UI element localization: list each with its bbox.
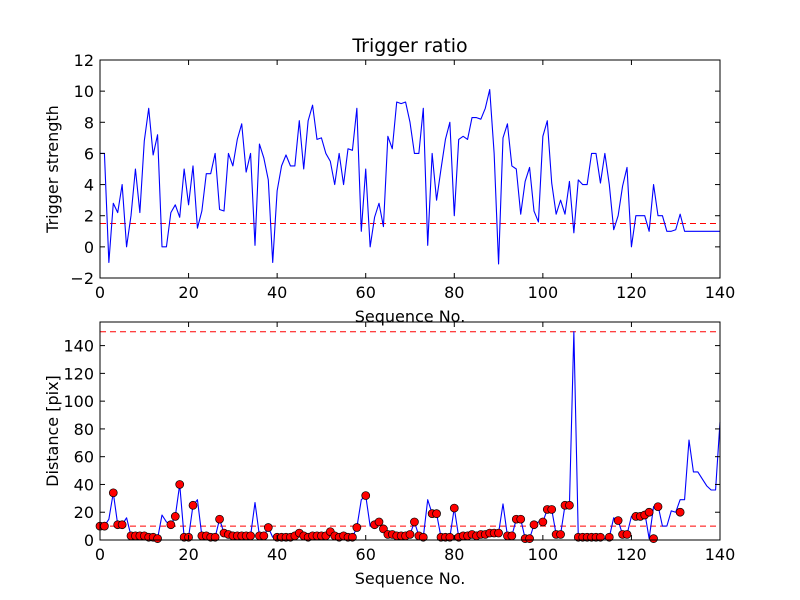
- y-tick-label: 4: [84, 176, 94, 195]
- data-point-marker: [613, 516, 623, 525]
- x-tick-label: 60: [356, 545, 376, 564]
- y-tick-label: 0: [84, 531, 94, 550]
- x-tick-label: 140: [705, 545, 736, 564]
- data-point-marker: [100, 521, 109, 531]
- data-point-marker: [405, 530, 415, 539]
- data-point-marker: [547, 505, 557, 514]
- data-point-marker: [604, 532, 614, 542]
- series-line-0: [100, 89, 720, 265]
- data-point-marker: [348, 532, 357, 542]
- distance-chart: 0 20 40 60 80 100 120 140 0 20 40 60 80 100 120 140 Sequ…: [43, 321, 736, 588]
- data-point-marker: [170, 512, 180, 521]
- y-tick-label: 100: [63, 392, 94, 411]
- x-tick-label: 40: [267, 545, 287, 564]
- data-point-marker: [215, 514, 224, 524]
- data-point-marker: [507, 531, 517, 541]
- data-point-marker: [596, 532, 605, 542]
- y-tick-label: 2: [84, 207, 94, 226]
- axes-frame: [99, 59, 721, 279]
- x-tick-label: 40: [267, 283, 287, 302]
- data-point-marker: [361, 491, 371, 500]
- data-point-marker: [259, 531, 269, 541]
- data-point-marker: [410, 517, 419, 527]
- x-tick-label: 60: [356, 283, 376, 302]
- data-point-marker: [653, 502, 663, 512]
- data-point-marker: [108, 488, 118, 498]
- x-tick-label: 100: [528, 283, 559, 302]
- y-tick-label: 12: [74, 51, 94, 70]
- y-axis-label: Trigger strength: [43, 105, 62, 234]
- data-point-marker: [166, 520, 176, 530]
- data-point-marker: [188, 500, 198, 510]
- x-tick-label: 80: [444, 283, 464, 302]
- data-point-marker: [246, 531, 255, 541]
- data-point-marker: [117, 520, 127, 530]
- data-point-marker: [529, 520, 539, 530]
- x-axis-label: Sequence No.: [355, 569, 466, 588]
- y-tick-label: −2: [70, 269, 94, 288]
- data-point-marker: [263, 523, 273, 532]
- x-tick-label: 20: [178, 283, 198, 302]
- y-tick-label: 6: [84, 144, 94, 163]
- axes-frame: [99, 321, 721, 541]
- data-point-marker: [210, 532, 220, 542]
- y-tick-label: 10: [74, 82, 94, 101]
- data-point-marker: [449, 503, 459, 513]
- data-point-marker: [556, 530, 565, 539]
- data-point-marker: [432, 509, 441, 518]
- x-tick-label: 80: [444, 545, 464, 564]
- data-point-marker: [675, 507, 685, 517]
- y-tick-label: 0: [84, 238, 94, 257]
- x-tick-label: 0: [95, 283, 105, 302]
- data-point-marker: [494, 528, 503, 538]
- data-point-marker: [516, 514, 526, 524]
- x-axis-label: Sequence No.: [355, 307, 466, 326]
- data-point-marker: [649, 534, 658, 543]
- data-point-marker: [352, 523, 362, 532]
- y-tick-label: 120: [63, 364, 94, 383]
- data-point-marker: [153, 534, 162, 543]
- y-axis-label: Distance [pix]: [43, 375, 62, 487]
- data-point-marker: [374, 517, 384, 527]
- x-tick-label: 120: [616, 283, 647, 302]
- x-tick-label: 100: [528, 545, 559, 564]
- data-point-marker: [622, 530, 632, 539]
- x-tick-label: 0: [95, 545, 105, 564]
- chart-title: Trigger ratio: [351, 35, 467, 57]
- x-tick-label: 140: [705, 283, 736, 302]
- data-point-marker: [538, 517, 548, 527]
- data-point-marker: [418, 532, 428, 542]
- x-tick-label: 120: [616, 545, 647, 564]
- y-tick-label: 40: [74, 475, 94, 494]
- y-tick-label: 140: [63, 337, 94, 356]
- data-point-marker: [565, 500, 574, 510]
- data-point-marker: [525, 534, 534, 543]
- y-tick-label: 60: [74, 448, 94, 467]
- y-tick-label: 80: [74, 420, 94, 439]
- x-tick-label: 20: [178, 545, 198, 564]
- data-point-marker: [175, 480, 185, 489]
- y-tick-label: 8: [84, 113, 94, 132]
- y-tick-label: 20: [74, 503, 94, 522]
- data-point-marker: [644, 507, 654, 517]
